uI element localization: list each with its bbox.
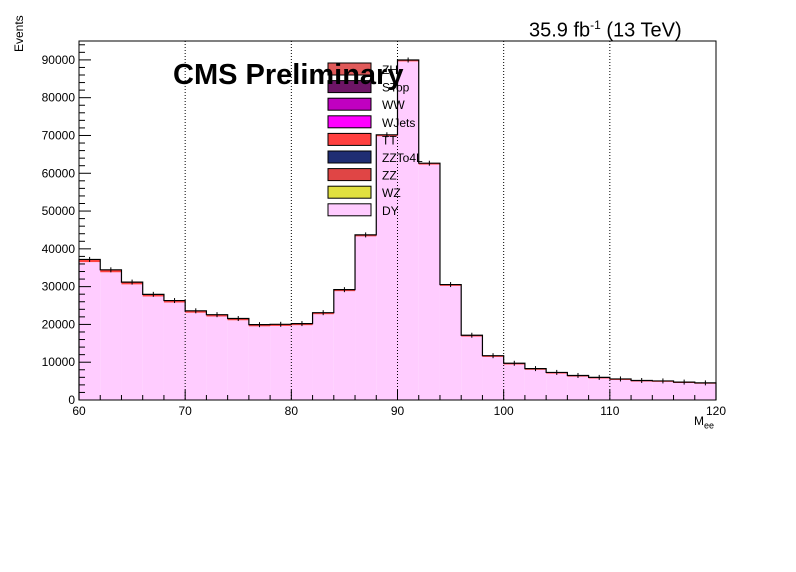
x-tick-label-120: 120 [706, 404, 726, 418]
legend-label-dy: DY [382, 204, 399, 218]
bar-dy-23 [567, 376, 589, 400]
legend-swatch-stop [327, 80, 372, 94]
legend-label-zh: ZH [382, 63, 398, 77]
legend-swatch-tt [327, 132, 372, 146]
histogram-step-line [78, 59, 717, 400]
y-axis-label: Events [12, 15, 26, 52]
bar-dy-9 [270, 325, 292, 400]
x-tick-label-110: 110 [600, 404, 619, 418]
x-tick-label-60: 60 [72, 404, 86, 418]
bar-dy-11 [312, 314, 334, 400]
bar-dy-3 [142, 296, 164, 400]
bar-dy-5 [185, 312, 207, 400]
x-axis-label: Mee [694, 414, 715, 431]
x-tick-label-70: 70 [178, 404, 192, 418]
bar-dy-15 [397, 61, 419, 401]
histogram-bars [79, 60, 716, 401]
y-tick-label-80000: 80000 [42, 91, 76, 105]
bar-dy-19 [482, 356, 504, 400]
bar-dy-29 [694, 383, 716, 400]
bar-dy-24 [588, 378, 610, 400]
x-tick-label-90: 90 [391, 404, 405, 418]
bar-dy-12 [333, 291, 356, 400]
axis-ticks [78, 44, 717, 401]
bar-dy-28 [673, 382, 695, 400]
bar-dy-7 [227, 320, 249, 400]
legend-swatch-zh [327, 62, 372, 76]
cms-preliminary-label: CMS Preliminary [173, 59, 404, 91]
bar-dy-26 [631, 381, 653, 400]
legend-label-zzto4l: ZZTo4L [382, 151, 423, 165]
legend-label-wz: WZ [382, 186, 401, 200]
histogram-outline [78, 57, 717, 400]
y-tick-label-0: 0 [68, 393, 75, 407]
bar-dy-0 [79, 262, 101, 400]
luminosity-label: 35.9 fb-1 (13 TeV) [529, 18, 682, 42]
y-tick-label-70000: 70000 [42, 128, 76, 142]
legend-label-ww: WW [382, 98, 405, 112]
y-tick-label-20000: 20000 [42, 317, 76, 331]
bar-dy-1 [100, 272, 122, 400]
legend-swatch-zzto4l [327, 150, 372, 164]
legend-label-zz: ZZ [382, 169, 397, 183]
y-tick-label-60000: 60000 [42, 166, 76, 180]
tick-labels: 60 70 80 90 100 110 120 0 10000 20000 30000 40000 50… [42, 53, 727, 418]
bar-dy-10 [291, 325, 313, 400]
bar-dy-14 [376, 136, 398, 400]
legend-swatch-dy [327, 203, 372, 217]
bar-dy-20 [503, 364, 525, 400]
legend: ZH STop WW WJets TT ZZTo4L ZZ WZ DY [327, 62, 423, 218]
legend-label-tt: TT [382, 133, 397, 147]
legend-swatch-zz [327, 168, 372, 182]
y-tick-label-10000: 10000 [42, 355, 76, 369]
bar-dy-18 [461, 336, 483, 400]
bar-dy-8 [248, 326, 271, 400]
bar-dy-21 [524, 369, 547, 400]
y-tick-label-90000: 90000 [42, 53, 76, 67]
y-tick-label-40000: 40000 [42, 242, 76, 256]
bar-dy-13 [355, 236, 377, 400]
y-tick-label-50000: 50000 [42, 204, 76, 218]
bar-dy-6 [206, 316, 228, 400]
bar-dy-2 [121, 284, 143, 400]
legend-label-wjets: WJets [382, 116, 415, 130]
bar-dy-25 [609, 379, 632, 400]
bar-dy-17 [439, 285, 462, 400]
bar-dy-22 [546, 373, 568, 400]
y-tick-label-30000: 30000 [42, 280, 76, 294]
bar-dy-27 [652, 381, 674, 400]
x-tick-label-80: 80 [285, 404, 299, 418]
bar-dy-16 [418, 164, 440, 400]
legend-label-stop: STop [382, 81, 410, 95]
legend-swatch-ww [327, 97, 372, 111]
bar-dy-4 [163, 302, 186, 400]
x-tick-label-100: 100 [494, 404, 514, 418]
legend-swatch-wz [327, 185, 372, 199]
legend-swatch-wjets [327, 115, 372, 129]
